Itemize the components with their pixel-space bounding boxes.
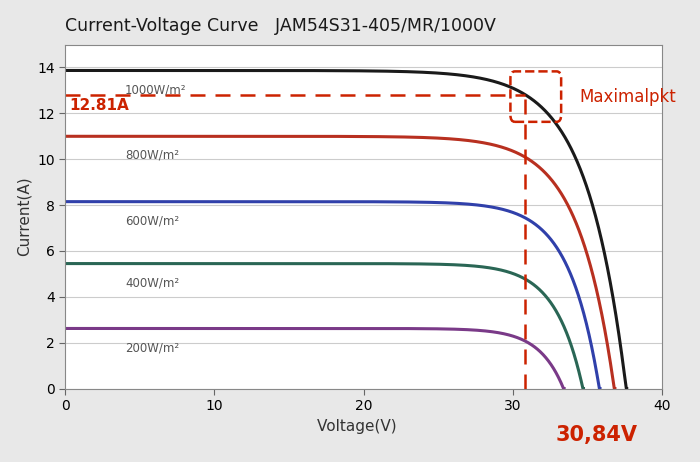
- Text: 30,84V: 30,84V: [556, 426, 638, 445]
- Text: 200W/m²: 200W/m²: [125, 341, 179, 354]
- Text: 12.81A: 12.81A: [70, 98, 130, 113]
- Text: Current-Voltage Curve   JAM54S31-405/MR/1000V: Current-Voltage Curve JAM54S31-405/MR/10…: [65, 17, 496, 35]
- Text: 600W/m²: 600W/m²: [125, 214, 179, 227]
- Text: 800W/m²: 800W/m²: [125, 149, 179, 162]
- Y-axis label: Current(A): Current(A): [17, 177, 32, 256]
- X-axis label: Voltage(V)   : Voltage(V): [316, 419, 411, 433]
- Text: 400W/m²: 400W/m²: [125, 276, 179, 289]
- Text: 1000W/m²: 1000W/m²: [125, 83, 186, 96]
- Text: Maximalpkt: Maximalpkt: [579, 88, 676, 106]
